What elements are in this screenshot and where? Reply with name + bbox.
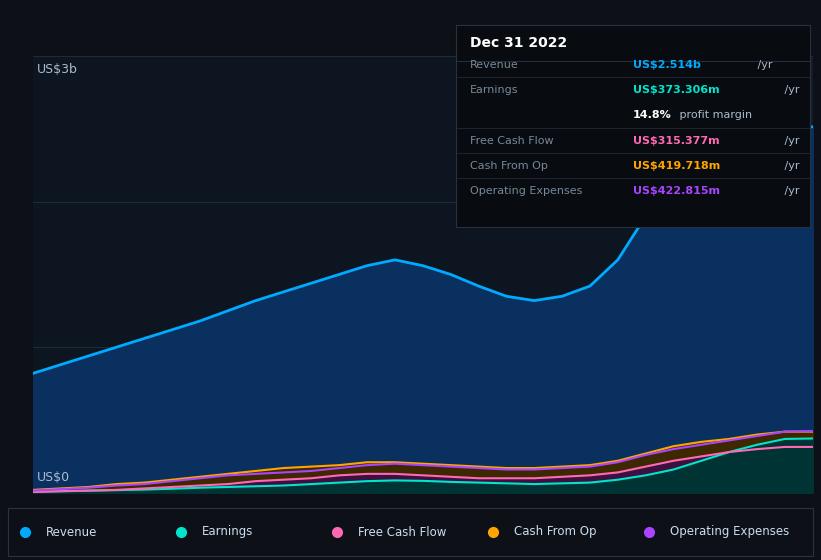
Text: Cash From Op: Cash From Op bbox=[514, 525, 596, 539]
Text: US$419.718m: US$419.718m bbox=[633, 161, 720, 171]
Text: Operating Expenses: Operating Expenses bbox=[470, 186, 582, 196]
Text: US$422.815m: US$422.815m bbox=[633, 186, 720, 196]
Text: Operating Expenses: Operating Expenses bbox=[670, 525, 789, 539]
Text: US$373.306m: US$373.306m bbox=[633, 85, 720, 95]
Text: Earnings: Earnings bbox=[470, 85, 518, 95]
Text: Cash From Op: Cash From Op bbox=[470, 161, 548, 171]
Text: Revenue: Revenue bbox=[46, 525, 98, 539]
Text: Revenue: Revenue bbox=[470, 60, 519, 70]
Text: /yr: /yr bbox=[782, 161, 800, 171]
Text: Free Cash Flow: Free Cash Flow bbox=[470, 136, 553, 146]
Text: /yr: /yr bbox=[782, 186, 800, 196]
Text: Dec 31 2022: Dec 31 2022 bbox=[470, 36, 567, 50]
Text: Earnings: Earnings bbox=[202, 525, 254, 539]
Text: US$315.377m: US$315.377m bbox=[633, 136, 720, 146]
Text: /yr: /yr bbox=[754, 60, 773, 70]
Bar bbox=[701, 56, 813, 493]
Text: US$0: US$0 bbox=[37, 471, 70, 484]
Text: 14.8%: 14.8% bbox=[633, 110, 672, 120]
Text: US$3b: US$3b bbox=[37, 63, 78, 76]
Text: Free Cash Flow: Free Cash Flow bbox=[358, 525, 447, 539]
Text: /yr: /yr bbox=[782, 136, 800, 146]
Text: US$2.514b: US$2.514b bbox=[633, 60, 701, 70]
Text: profit margin: profit margin bbox=[676, 110, 752, 120]
Text: /yr: /yr bbox=[782, 85, 800, 95]
